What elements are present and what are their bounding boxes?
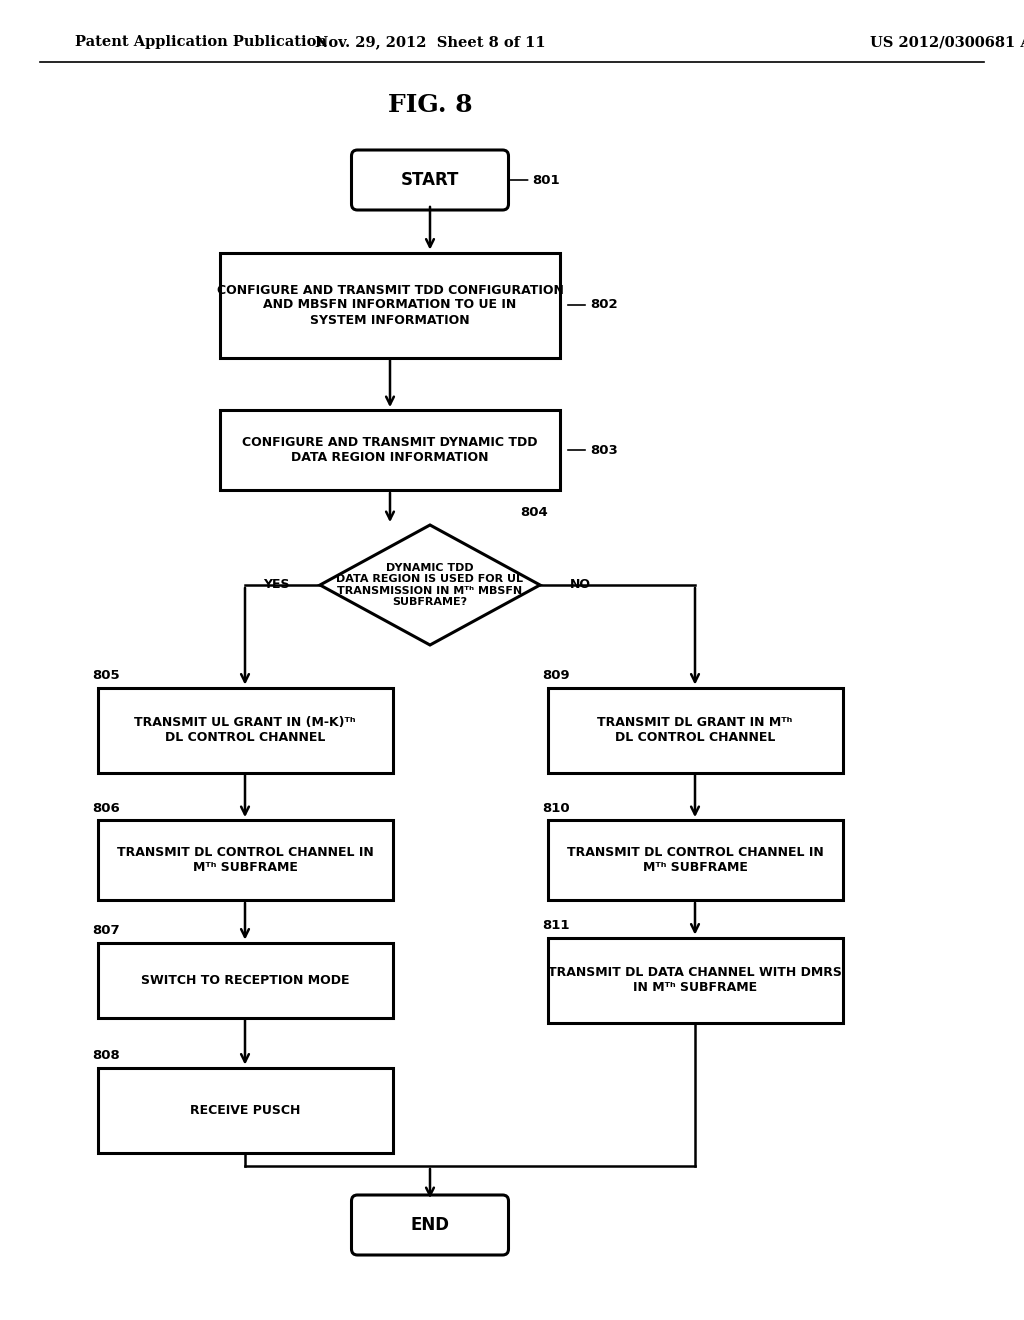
Text: 809: 809 [543,669,570,682]
Text: US 2012/0300681 A1: US 2012/0300681 A1 [870,36,1024,49]
Text: TRANSMIT DL CONTROL CHANNEL IN
Mᵀʰ SUBFRAME: TRANSMIT DL CONTROL CHANNEL IN Mᵀʰ SUBFR… [117,846,374,874]
Text: 807: 807 [92,924,120,937]
Text: SWITCH TO RECEPTION MODE: SWITCH TO RECEPTION MODE [140,974,349,986]
Text: Patent Application Publication: Patent Application Publication [75,36,327,49]
Text: TRANSMIT DL CONTROL CHANNEL IN
Mᵀʰ SUBFRAME: TRANSMIT DL CONTROL CHANNEL IN Mᵀʰ SUBFR… [566,846,823,874]
Text: 806: 806 [92,801,120,814]
Text: 804: 804 [520,507,548,520]
FancyBboxPatch shape [351,150,509,210]
Text: END: END [411,1216,450,1234]
Text: START: START [400,172,459,189]
Text: CONFIGURE AND TRANSMIT TDD CONFIGURATION
AND MBSFN INFORMATION TO UE IN
SYSTEM I: CONFIGURE AND TRANSMIT TDD CONFIGURATION… [216,284,563,326]
Polygon shape [319,525,540,645]
Text: DYNAMIC TDD
DATA REGION IS USED FOR UL
TRANSMISSION IN Mᵀʰ MBSFN
SUBFRAME?: DYNAMIC TDD DATA REGION IS USED FOR UL T… [337,562,523,607]
Text: 811: 811 [543,919,570,932]
Text: 808: 808 [92,1049,120,1063]
Bar [97,1068,392,1152]
Text: 803: 803 [590,444,617,457]
Text: NO: NO [570,578,591,591]
Text: 810: 810 [543,801,570,814]
Text: FIG. 8: FIG. 8 [388,92,472,117]
Text: 805: 805 [92,669,120,682]
Bar [97,942,392,1018]
Bar [548,688,843,772]
Bar [548,820,843,900]
Text: 801: 801 [532,173,560,186]
Text: RECEIVE PUSCH: RECEIVE PUSCH [189,1104,300,1117]
Text: CONFIGURE AND TRANSMIT DYNAMIC TDD
DATA REGION INFORMATION: CONFIGURE AND TRANSMIT DYNAMIC TDD DATA … [243,436,538,465]
Bar [220,252,560,358]
Text: TRANSMIT UL GRANT IN (M-K)ᵀʰ
DL CONTROL CHANNEL: TRANSMIT UL GRANT IN (M-K)ᵀʰ DL CONTROL … [134,715,355,744]
Bar [97,820,392,900]
Text: 802: 802 [590,298,617,312]
Bar [97,688,392,772]
Bar [220,411,560,490]
FancyBboxPatch shape [351,1195,509,1255]
Bar [548,937,843,1023]
Text: YES: YES [263,578,290,591]
Text: TRANSMIT DL GRANT IN Mᵀʰ
DL CONTROL CHANNEL: TRANSMIT DL GRANT IN Mᵀʰ DL CONTROL CHAN… [597,715,793,744]
Text: TRANSMIT DL DATA CHANNEL WITH DMRS
IN Mᵀʰ SUBFRAME: TRANSMIT DL DATA CHANNEL WITH DMRS IN Mᵀ… [548,966,842,994]
Text: Nov. 29, 2012  Sheet 8 of 11: Nov. 29, 2012 Sheet 8 of 11 [314,36,546,49]
